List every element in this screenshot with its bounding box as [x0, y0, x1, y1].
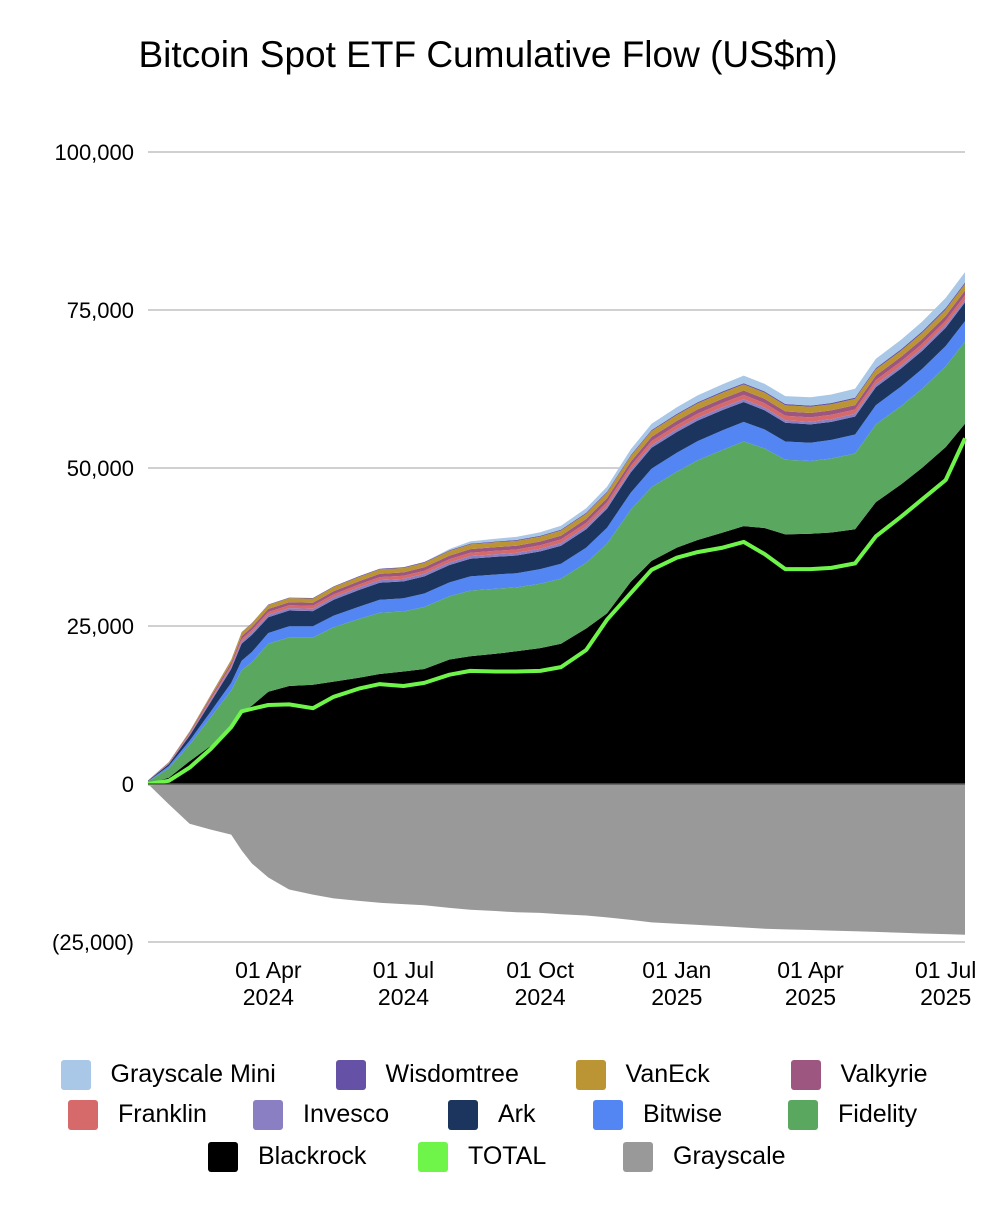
x-tick-label: 01 Apr	[777, 957, 844, 983]
legend-label: Ark	[498, 1100, 536, 1128]
total-line	[147, 437, 967, 786]
y-tick-label: 0	[122, 772, 134, 797]
legend-swatch	[790, 1060, 821, 1090]
legend-label: Blackrock	[258, 1142, 367, 1170]
area-bitwise	[148, 321, 965, 782]
x-tick-year: 2025	[785, 984, 836, 1010]
legend-swatch	[575, 1060, 606, 1090]
x-tick-year: 2024	[243, 984, 294, 1010]
legend-swatch	[253, 1100, 283, 1130]
x-tick-year: 2025	[651, 984, 702, 1010]
legend-swatch	[335, 1060, 366, 1090]
x-tick-year: 2024	[378, 984, 429, 1010]
legend-label: Invesco	[303, 1100, 390, 1128]
area-ark	[148, 302, 965, 782]
y-tick-label: 25,000	[67, 614, 134, 639]
legend-label: Franklin	[118, 1100, 207, 1128]
x-tick-label: 01 Oct	[506, 957, 574, 983]
stacked-areas	[148, 272, 965, 935]
x-tick-label: 01 Apr	[235, 957, 302, 983]
legend-row: Grayscale Mini Wisdomtree VanEck Valkyrie	[0, 1058, 1008, 1092]
legend-label: Fidelity	[838, 1100, 918, 1128]
area-grayscale	[148, 784, 965, 935]
legend-swatch	[623, 1142, 653, 1172]
area-fidelity	[148, 341, 965, 784]
axes: 100,000 75,000 50,000 25,000 0 (25,000) 01 Apr…	[52, 140, 976, 1010]
y-tick-label: 100,000	[54, 140, 134, 165]
legend-swatch	[418, 1142, 448, 1172]
legend-swatch	[448, 1100, 478, 1130]
x-tick-year: 2025	[920, 984, 971, 1010]
x-tick-label: 01 Jul	[915, 957, 976, 983]
area-blackrock	[148, 423, 965, 784]
legend-label: Valkyrie	[840, 1060, 928, 1088]
legend-label: Bitwise	[643, 1100, 723, 1128]
legend-row: Blackrock TOTAL Grayscale	[0, 1140, 1008, 1174]
x-tick-label: 01 Jul	[373, 957, 434, 983]
legend-swatch	[788, 1100, 818, 1130]
chart-title: Bitcoin Spot ETF Cumulative Flow (US$m)	[138, 34, 838, 75]
legend-label: VanEck	[625, 1060, 710, 1088]
legend-swatch	[60, 1060, 91, 1090]
y-tick-label: (25,000)	[52, 930, 134, 955]
legend-swatch	[208, 1142, 238, 1172]
legend-label: Grayscale Mini	[110, 1060, 276, 1088]
legend-row: Franklin Invesco Ark Bitwise Fidelity	[0, 1098, 1008, 1132]
y-tick-label: 75,000	[67, 298, 134, 323]
legend-swatch	[593, 1100, 623, 1130]
x-tick-label: 01 Jan	[642, 957, 711, 983]
area-wisdomtree	[148, 282, 965, 781]
legend-label: TOTAL	[468, 1142, 547, 1170]
legend-label: Grayscale	[673, 1142, 786, 1170]
legend-swatch	[68, 1100, 98, 1130]
legend-label: Wisdomtree	[385, 1060, 519, 1088]
area-vaneck	[148, 284, 965, 781]
total-line-layer	[147, 437, 967, 786]
chart-plot: 100,000 75,000 50,000 25,000 0 (25,000) 01 Apr…	[52, 140, 976, 1010]
x-tick-year: 2024	[515, 984, 566, 1010]
y-tick-label: 50,000	[67, 456, 134, 481]
